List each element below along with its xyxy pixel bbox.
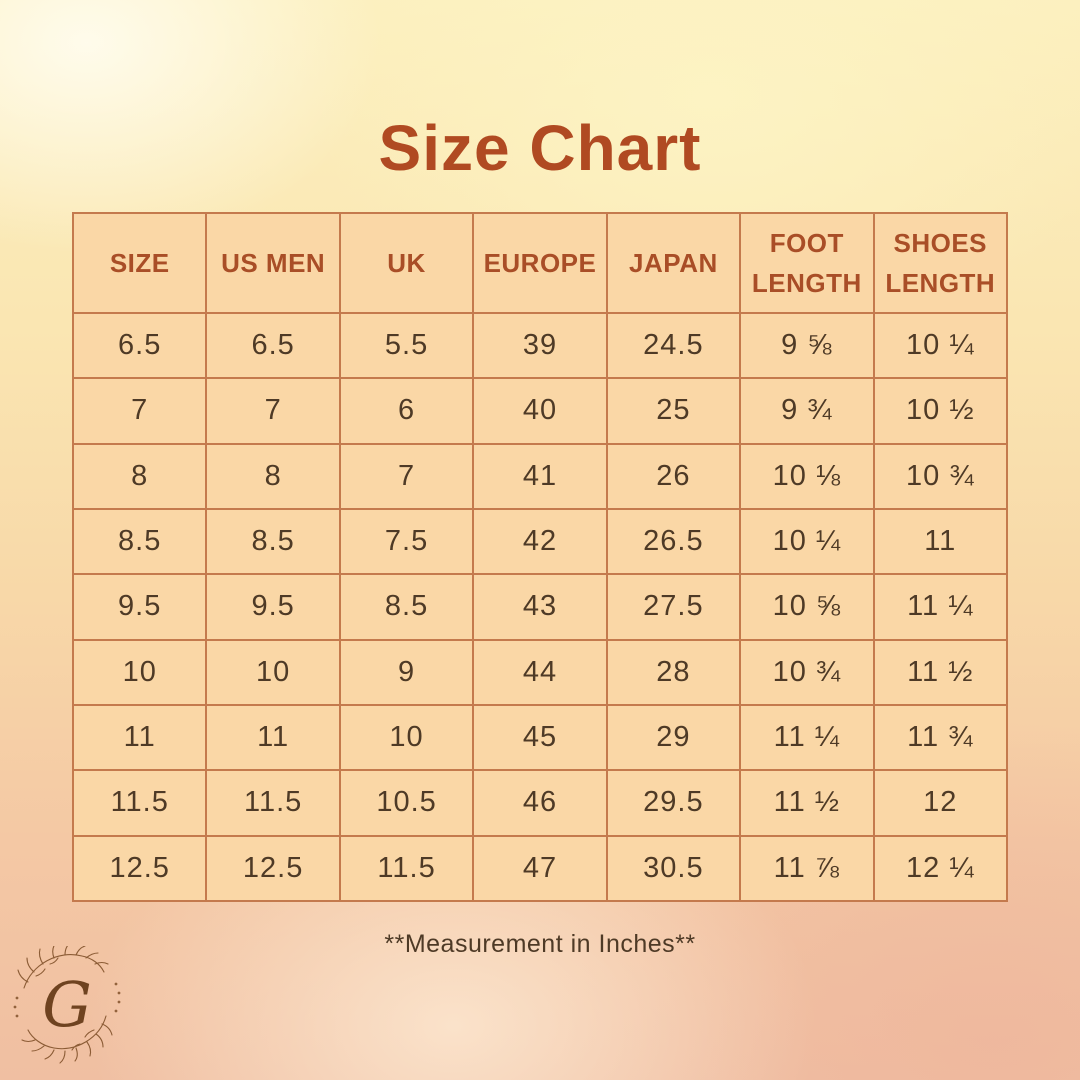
table-row: 6.5 6.5 5.5 39 24.5 9 ⅝ 10 ¼ — [71, 311, 1009, 380]
table-cell: 41 — [472, 442, 608, 510]
table-cell: 10 ¼ — [739, 507, 875, 576]
table-row: 7 7 6 40 25 9 ¾ 10 ½ — [71, 377, 1009, 445]
table-cell: 11 ½ — [739, 769, 875, 837]
table-cell: 10 ⅛ — [739, 442, 875, 510]
table-cell: 7 — [71, 377, 208, 445]
logo-letter: G — [42, 968, 92, 1041]
table-cell: 7 — [338, 442, 475, 510]
table-cell: 10 — [71, 638, 208, 706]
table-cell: 43 — [472, 573, 608, 641]
table-cell: 27.5 — [605, 573, 742, 641]
table-cell: 10.5 — [338, 769, 475, 837]
table-row: 8 8 7 41 26 10 ⅛ 10 ¾ — [71, 442, 1009, 510]
table-cell: 25 — [605, 377, 742, 445]
table-cell: 11 ⅞ — [739, 834, 875, 903]
table-cell: 29.5 — [605, 769, 742, 837]
table-cell: 10 — [338, 703, 475, 772]
size-table-head: SIZE US MEN UK EUROPE JAPAN FOOT LENGTH SHOES … — [71, 212, 1009, 314]
size-chart-table-container: SIZE US MEN UK EUROPE JAPAN FOOT LENGTH SHOES … — [71, 212, 1009, 903]
measurement-footnote: **Measurement in Inches** — [384, 930, 696, 958]
table-row: 12.5 12.5 11.5 47 30.5 11 ⅞ 12 ¼ — [71, 834, 1009, 903]
table-cell: 9.5 — [71, 573, 208, 641]
table-cell: 30.5 — [605, 834, 742, 903]
table-cell: 11.5 — [71, 769, 208, 837]
table-row: 8.5 8.5 7.5 42 26.5 10 ¼ 11 — [71, 507, 1009, 576]
table-cell: 11 — [71, 703, 208, 772]
column-header: FOOT LENGTH — [739, 212, 875, 314]
table-cell: 12 — [872, 769, 1009, 837]
table-cell: 24.5 — [605, 311, 742, 380]
column-header: EUROPE — [472, 212, 608, 314]
table-cell: 10 ¼ — [872, 311, 1009, 380]
column-header: SHOES LENGTH — [872, 212, 1009, 314]
column-header: SIZE — [71, 212, 208, 314]
table-cell: 46 — [472, 769, 608, 837]
table-cell: 10 ¾ — [872, 442, 1009, 510]
table-cell: 9.5 — [205, 573, 341, 641]
table-cell: 6.5 — [205, 311, 341, 380]
table-cell: 10 — [205, 638, 341, 706]
table-cell: 11 — [205, 703, 341, 772]
table-cell: 8.5 — [71, 507, 208, 576]
table-cell: 12.5 — [71, 834, 208, 903]
table-cell: 10 ¾ — [739, 638, 875, 706]
table-cell: 8 — [71, 442, 208, 510]
table-cell: 11 ¾ — [872, 703, 1009, 772]
table-cell: 8.5 — [205, 507, 341, 576]
table-row: 11 11 10 45 29 11 ¼ 11 ¾ — [71, 703, 1009, 772]
table-cell: 6.5 — [71, 311, 208, 380]
table-cell: 8 — [205, 442, 341, 510]
page-title: Size Chart — [378, 111, 702, 184]
table-row: 11.5 11.5 10.5 46 29.5 11 ½ 12 — [71, 769, 1009, 837]
table-cell: 12.5 — [205, 834, 341, 903]
table-cell: 44 — [472, 638, 608, 706]
table-cell: 42 — [472, 507, 608, 576]
table-cell: 5.5 — [338, 311, 475, 380]
table-cell: 7.5 — [338, 507, 475, 576]
table-cell: 11 ¼ — [739, 703, 875, 772]
table-cell: 12 ¼ — [872, 834, 1009, 903]
table-cell: 47 — [472, 834, 608, 903]
column-header: JAPAN — [605, 212, 742, 314]
table-cell: 11 ¼ — [872, 573, 1009, 641]
table-cell: 10 ½ — [872, 377, 1009, 445]
table-row: 9.5 9.5 8.5 43 27.5 10 ⅝ 11 ¼ — [71, 573, 1009, 641]
table-cell: 11.5 — [205, 769, 341, 837]
column-header: US MEN — [205, 212, 341, 314]
size-table: SIZE US MEN UK EUROPE JAPAN FOOT LENGTH SHOES … — [71, 212, 1009, 903]
table-cell: 26 — [605, 442, 742, 510]
table-cell: 45 — [472, 703, 608, 772]
table-cell: 8.5 — [338, 573, 475, 641]
table-cell: 11 ½ — [872, 638, 1009, 706]
table-cell: 9 ⅝ — [739, 311, 875, 380]
column-header: UK — [338, 212, 475, 314]
table-cell: 7 — [205, 377, 341, 445]
wreath-icon: G — [13, 942, 121, 1064]
table-cell: 40 — [472, 377, 608, 445]
table-cell: 6 — [338, 377, 475, 445]
table-cell: 10 ⅝ — [739, 573, 875, 641]
table-cell: 26.5 — [605, 507, 742, 576]
table-cell: 28 — [605, 638, 742, 706]
table-cell: 11.5 — [338, 834, 475, 903]
table-cell: 29 — [605, 703, 742, 772]
table-cell: 9 ¾ — [739, 377, 875, 445]
table-row: 10 10 9 44 28 10 ¾ 11 ½ — [71, 638, 1009, 706]
table-cell: 11 — [872, 507, 1009, 576]
header-row: SIZE US MEN UK EUROPE JAPAN FOOT LENGTH SHOES … — [71, 212, 1009, 314]
table-cell: 9 — [338, 638, 475, 706]
table-cell: 39 — [472, 311, 608, 380]
brand-logo: G — [8, 942, 126, 1064]
